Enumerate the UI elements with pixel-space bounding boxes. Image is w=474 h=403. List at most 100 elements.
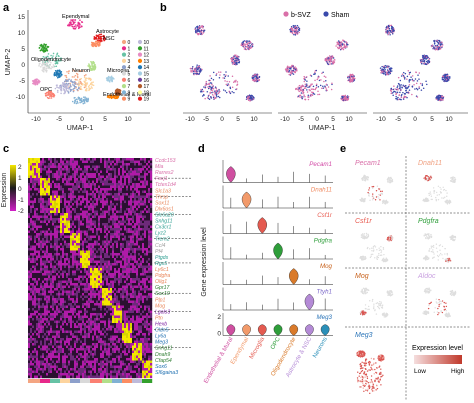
- heatmap-cell: [64, 193, 67, 196]
- heatmap-cell: [66, 233, 69, 236]
- umap-cell: [247, 96, 249, 98]
- heatmap-cell: [50, 170, 53, 174]
- heatmap-cell: [74, 218, 77, 221]
- heatmap-cell: [94, 208, 97, 211]
- umap-cell: [80, 85, 82, 88]
- heatmap-cell: [138, 193, 141, 196]
- heatmap-cell: [56, 243, 59, 246]
- heatmap-cell: [146, 240, 149, 244]
- heatmap-cell: [30, 210, 33, 214]
- heatmap-cell: [42, 165, 45, 169]
- heatmap-cell: [30, 223, 33, 226]
- heatmap-cell: [36, 245, 39, 249]
- heatmap-cell: [90, 163, 93, 166]
- umap-cell: [60, 92, 62, 95]
- heatmap-cell: [136, 158, 139, 161]
- heatmap-cell: [74, 160, 77, 164]
- umap-cell: [59, 86, 62, 88]
- heatmap-cell: [32, 195, 35, 199]
- umap-cell: [91, 81, 93, 84]
- heatmap-cell: [104, 203, 107, 206]
- heatmap-cell: [98, 210, 101, 214]
- umap-cell: [47, 97, 50, 100]
- umap-cell: [251, 45, 254, 47]
- heatmap-cell: [126, 193, 129, 196]
- heatmap-cell: [110, 173, 113, 176]
- umap-cell: [75, 72, 78, 75]
- heatmap-cell: [86, 203, 89, 206]
- heatmap-cell: [138, 165, 141, 169]
- heatmap-cell: [126, 240, 129, 244]
- heatmap-cell: [128, 170, 131, 174]
- heatmap-cell: [116, 215, 119, 219]
- umap-cell: [90, 60, 92, 63]
- heatmap-cell: [58, 218, 61, 221]
- heatmap-cell: [42, 190, 45, 194]
- heatmap-cell: [62, 215, 65, 219]
- umap-cell: [397, 96, 399, 99]
- heatmap-cell: [146, 210, 149, 214]
- heatmap-cell: [78, 228, 81, 231]
- heatmap-cell: [28, 178, 31, 181]
- heatmap-cell: [108, 188, 111, 191]
- umap-cell: [233, 80, 236, 82]
- umap-cell: [254, 77, 257, 80]
- umap-cell: [316, 78, 319, 81]
- heatmap-cell: [98, 240, 101, 244]
- heatmap-cell: [58, 160, 61, 164]
- heatmap-cell: [126, 218, 129, 221]
- heatmap-cell: [34, 158, 37, 161]
- umap-cell: [204, 84, 206, 86]
- umap-cell: [89, 77, 92, 80]
- heatmap-cell: [36, 203, 39, 206]
- heatmap-cell: [124, 208, 127, 211]
- heatmap-cell: [110, 203, 113, 206]
- heatmap-cell: [36, 173, 39, 176]
- heatmap-cell: [46, 220, 49, 224]
- umap-cell: [416, 80, 419, 82]
- heatmap-cell: [110, 193, 113, 196]
- umap-cell: [233, 91, 235, 94]
- heatmap-cell: [80, 183, 83, 186]
- heatmap-cell: [66, 160, 69, 164]
- umap-cell: [310, 95, 312, 97]
- heatmap-cell: [48, 215, 51, 219]
- umap-cell: [211, 90, 214, 92]
- heatmap-cell: [32, 238, 35, 241]
- heatmap-cell: [38, 233, 41, 236]
- heatmap-cell: [52, 188, 55, 191]
- umap-cell: [403, 96, 406, 99]
- colorbar-tick: 1: [18, 175, 22, 182]
- umap-cell: [117, 91, 119, 94]
- heatmap-cell: [80, 170, 83, 174]
- heatmap-cell: [52, 243, 55, 246]
- umap-cell: [236, 56, 238, 59]
- umap-cell: [286, 70, 288, 73]
- legend-swatch: [121, 71, 127, 76]
- heatmap-cell: [30, 180, 33, 184]
- umap-cell: [83, 100, 86, 103]
- heatmap-cell: [90, 183, 93, 186]
- heatmap-cell: [54, 203, 57, 206]
- heatmap-cell: [68, 235, 71, 239]
- heatmap-cell: [80, 233, 83, 236]
- heatmap-cell: [136, 215, 139, 219]
- heatmap-cell: [130, 198, 133, 201]
- heatmap-cell: [52, 233, 55, 236]
- umap-cell: [318, 79, 321, 82]
- heatmap-cell: [98, 213, 101, 216]
- heatmap-cell: [94, 168, 97, 171]
- umap-cell: [332, 62, 335, 65]
- heatmap-cell: [120, 245, 123, 249]
- heatmap-cell: [100, 185, 103, 189]
- umap-cell: [80, 88, 83, 91]
- heatmap-cell: [122, 185, 125, 189]
- umap-cell: [318, 93, 321, 96]
- umap-cell: [408, 78, 411, 81]
- heatmap-cell: [80, 208, 83, 211]
- heatmap-cell: [106, 163, 109, 166]
- umap-cell: [67, 24, 69, 27]
- heatmap-cell: [48, 200, 51, 204]
- heatmap-cell: [116, 213, 119, 216]
- umap-cell: [76, 89, 79, 91]
